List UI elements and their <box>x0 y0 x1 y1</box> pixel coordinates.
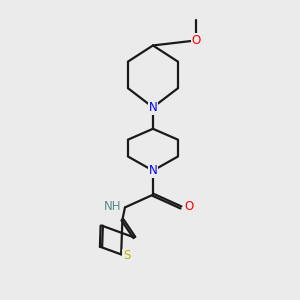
Text: S: S <box>123 249 130 262</box>
Text: N: N <box>148 164 157 177</box>
Text: O: O <box>191 34 201 47</box>
Text: NH: NH <box>104 200 122 213</box>
Text: N: N <box>148 101 157 114</box>
Text: O: O <box>184 200 194 213</box>
